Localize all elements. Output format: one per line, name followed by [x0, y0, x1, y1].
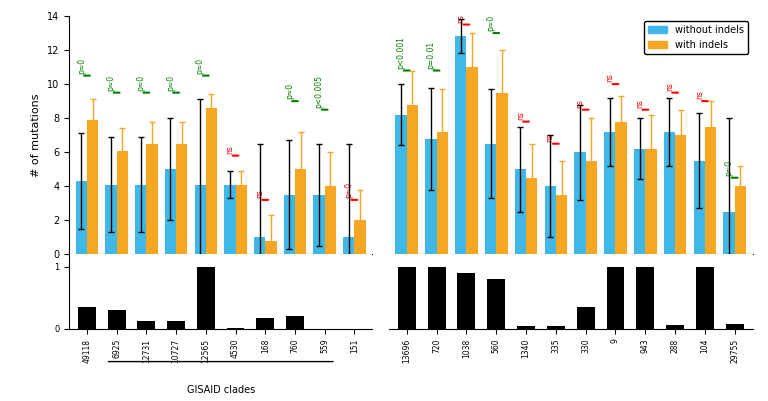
Bar: [108, 310, 126, 329]
Bar: [398, 267, 415, 329]
Y-axis label: # of mutations: # of mutations: [31, 93, 41, 177]
Bar: [645, 149, 657, 254]
Bar: [666, 325, 684, 329]
Bar: [407, 105, 418, 254]
Bar: [87, 120, 98, 254]
Bar: [206, 108, 217, 254]
Bar: [165, 169, 176, 254]
Bar: [167, 321, 185, 329]
Bar: [607, 267, 624, 329]
Text: ns: ns: [456, 14, 465, 23]
Bar: [313, 195, 325, 254]
Bar: [574, 152, 586, 254]
Bar: [295, 169, 306, 254]
Bar: [545, 186, 556, 254]
Bar: [517, 326, 535, 329]
Bar: [425, 139, 436, 254]
Bar: [117, 150, 128, 254]
Bar: [224, 184, 236, 254]
Bar: [343, 237, 354, 254]
Bar: [664, 132, 675, 254]
Bar: [726, 324, 743, 329]
Bar: [466, 67, 478, 254]
Text: p≈0: p≈0: [285, 83, 294, 99]
Bar: [515, 169, 526, 254]
Bar: [78, 307, 96, 329]
Bar: [723, 212, 735, 254]
Bar: [254, 237, 265, 254]
Text: ns: ns: [575, 99, 584, 108]
Text: p<0.001: p<0.001: [396, 36, 406, 69]
Text: ns: ns: [605, 73, 614, 83]
Text: p≈0: p≈0: [196, 58, 204, 74]
Bar: [135, 184, 147, 254]
Bar: [547, 326, 564, 329]
Bar: [396, 115, 407, 254]
Text: ns: ns: [225, 145, 234, 154]
Text: ns: ns: [255, 189, 264, 198]
Bar: [325, 186, 336, 254]
Text: ns: ns: [695, 91, 703, 99]
Text: p≈0: p≈0: [136, 75, 145, 91]
Bar: [428, 267, 445, 329]
Text: ns: ns: [546, 133, 554, 142]
Bar: [147, 144, 157, 254]
Text: p≈0: p≈0: [166, 75, 175, 91]
Bar: [637, 267, 654, 329]
Legend: without indels, with indels: without indels, with indels: [644, 21, 748, 54]
Bar: [176, 144, 187, 254]
Text: p≈0: p≈0: [344, 182, 353, 198]
Bar: [257, 318, 274, 329]
Text: ns: ns: [516, 111, 525, 120]
Bar: [526, 178, 538, 254]
Bar: [485, 144, 496, 254]
Bar: [455, 36, 466, 254]
Bar: [604, 132, 615, 254]
Text: p≈0: p≈0: [107, 75, 115, 91]
Text: ns: ns: [665, 82, 674, 91]
Bar: [615, 122, 627, 254]
Bar: [458, 273, 475, 329]
Bar: [696, 267, 714, 329]
Bar: [496, 93, 508, 254]
Bar: [634, 149, 645, 254]
Bar: [76, 181, 87, 254]
Bar: [436, 132, 448, 254]
Bar: [705, 127, 717, 254]
Text: GISAID clades: GISAID clades: [187, 385, 255, 395]
Bar: [735, 186, 746, 254]
Bar: [556, 195, 568, 254]
Bar: [487, 279, 505, 329]
Bar: [236, 184, 247, 254]
Text: ns: ns: [635, 99, 644, 108]
Bar: [194, 184, 206, 254]
Bar: [675, 135, 687, 254]
Text: p=0.01: p=0.01: [426, 41, 435, 69]
Bar: [286, 316, 304, 329]
Bar: [283, 195, 295, 254]
Bar: [586, 161, 597, 254]
Text: p<0.005: p<0.005: [315, 75, 323, 108]
Text: p≈0: p≈0: [486, 15, 495, 31]
Text: p≈0: p≈0: [724, 160, 733, 176]
Bar: [265, 241, 276, 254]
Bar: [227, 328, 244, 329]
Bar: [197, 267, 215, 329]
Bar: [694, 161, 705, 254]
Bar: [137, 321, 155, 329]
Bar: [354, 220, 366, 254]
Text: p≈0: p≈0: [77, 58, 86, 74]
Bar: [105, 184, 117, 254]
Bar: [577, 307, 594, 329]
